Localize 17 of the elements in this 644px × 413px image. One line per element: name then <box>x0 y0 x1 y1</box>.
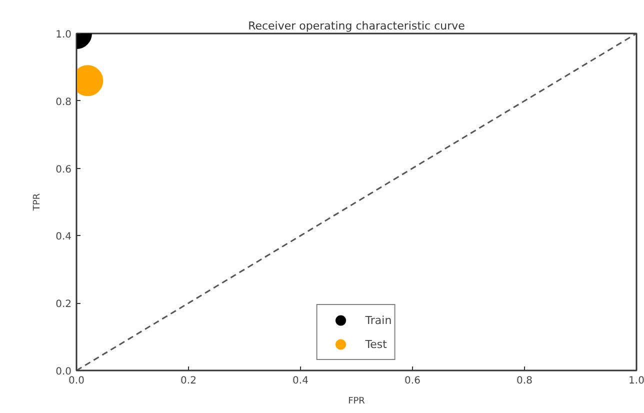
x-tick-label: 0.8 <box>516 376 532 386</box>
y-tick-label: 0.0 <box>56 366 72 378</box>
chart-title: Receiver operating characteristic curve <box>248 20 466 32</box>
y-tick-label: 0.4 <box>56 232 72 243</box>
legend-label: Train <box>365 314 392 326</box>
y-tick-label: 0.6 <box>56 164 72 176</box>
x-tick-label: 0.2 <box>180 376 196 386</box>
x-tick-label: 1.0 <box>628 376 644 386</box>
x-tick-label: 0.0 <box>68 376 84 386</box>
x-tick-label: 0.6 <box>404 376 420 386</box>
legend-label: Test <box>365 338 387 350</box>
y-tick-label: 0.2 <box>56 299 72 310</box>
y-tick-label: 0.8 <box>56 96 72 108</box>
y-axis-title: TPR <box>32 193 43 212</box>
x-axis-title: FPR <box>348 396 365 406</box>
y-tick-label: 1.0 <box>56 30 72 40</box>
x-tick-label: 0.4 <box>292 376 308 386</box>
